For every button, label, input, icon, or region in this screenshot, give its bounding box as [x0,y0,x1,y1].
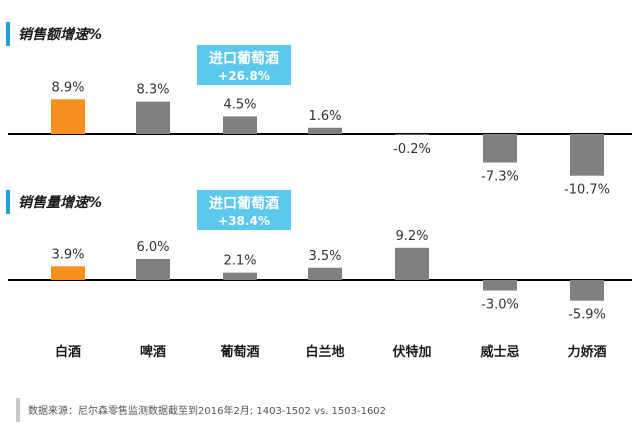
panel2-callout-box [197,190,291,230]
panel2-value-label-6: -5.9% [568,308,606,323]
panel2-bar-1 [136,259,170,280]
panel2-title: 销售量增速% [18,194,102,211]
panel2-bar-6 [570,280,604,301]
panel2-value-label-1: 6.0% [136,240,169,255]
panel2-value-label-0: 3.9% [51,247,84,262]
panel2-callout-title: 进口葡萄酒 [209,195,279,212]
category-label-2: 葡萄酒 [219,344,259,360]
panel2-bar-4 [395,247,429,280]
footer-accent-bar [16,398,20,422]
category-label-1: 啤酒 [140,344,166,360]
panel2-value-label-2: 2.1% [223,254,256,269]
panel2-callout-value: +38.4% [218,214,270,228]
category-label-6: 力娇酒 [567,344,606,360]
panel1-value-label-0: 8.9% [51,80,84,95]
panel1-value-label-2: 4.5% [223,97,256,112]
panel1-bar-4 [395,134,429,135]
panel1-bar-3 [308,127,342,134]
category-label-3: 白兰地 [305,344,344,360]
source-note: 数据来源：尼尔森零售监测数据截至到2016年2月; 1403-1502 vs. … [28,404,386,417]
panel2-value-label-4: 9.2% [395,229,428,244]
panel2-bar-2 [223,272,257,280]
panel1-value-label-1: 8.3% [136,83,169,98]
panel1-value-label-3: 1.6% [308,109,341,124]
category-labels: 白酒 啤酒 葡萄酒 白兰地 伏特加 威士忌 力娇酒 [55,344,607,360]
panel2-bars: 3.9% 6.0% 2.1% 3.5% 9.2% -3.0% -5.9% [8,229,632,323]
panel1-value-label-5: -7.3% [481,169,519,184]
panel1-bar-1 [136,101,170,134]
panel1-title: 销售额增速% [18,26,102,43]
panel1-callout-title: 进口葡萄酒 [209,50,279,67]
panel2-bar-0 [51,266,85,280]
panel1-value-label-6: -10.7% [564,183,610,198]
category-label-0: 白酒 [55,344,81,360]
panel2-accent-bar [6,190,10,214]
category-label-4: 伏特加 [392,344,431,360]
panel1-value-label-4: -0.2% [393,142,431,157]
panel1-accent-bar [6,22,10,46]
panel2-value-label-5: -3.0% [481,298,519,313]
category-label-5: 威士忌 [480,344,519,360]
panel1-callout-box [197,45,291,85]
panel2-bar-5 [483,280,517,291]
panel1-bar-6 [570,134,604,176]
panel1-callout-value: +26.8% [218,69,270,83]
panel1-bar-2 [223,116,257,134]
panel1-bars: 8.9% 8.3% 4.5% 1.6% -0.2% -7.3% -10.7% [8,80,632,198]
panel2-value-label-3: 3.5% [308,249,341,264]
panel1-bar-5 [483,134,517,163]
panel2-bar-3 [308,267,342,280]
panel1-bar-0 [51,99,85,134]
